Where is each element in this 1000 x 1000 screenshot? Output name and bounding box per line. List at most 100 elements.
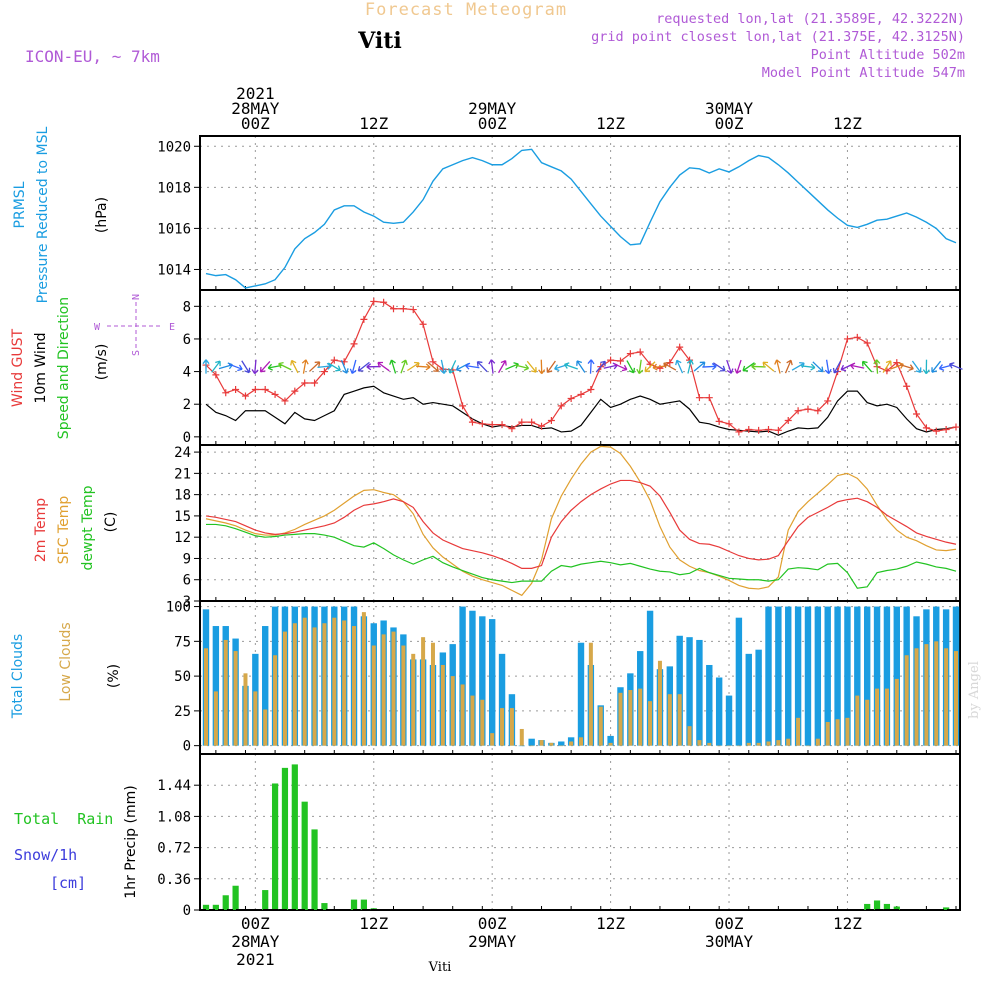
wind-gust-point [577,390,585,398]
low-cloud-bar [204,648,208,746]
wind-gust-point [735,428,743,436]
top-time-label: 29MAY [468,99,517,118]
requested-coords: requested lon,lat (21.3589E, 42.3222N) [656,11,965,27]
total-cloud-bar [479,616,486,746]
arrow-shape [340,359,349,374]
wind-direction-icon [308,361,321,372]
low-cloud-bar [470,695,475,746]
wind-ytick-label: 6 [183,332,191,348]
rain-bar [262,890,269,910]
rain-bar [202,904,210,910]
clouds-side-labels: Total Clouds Low Clouds (%) [10,622,122,719]
arrow-shape [784,359,793,374]
arrow-shape [389,359,397,374]
clouds-ytick-label: 100 [166,600,191,616]
wind-direction-icon [259,361,271,373]
arrow-shape [751,363,766,371]
top-time-label: 00Z [478,114,507,133]
arrow-shape [873,359,881,374]
wind-gust-point [616,357,624,365]
wind-gust-point [281,397,289,405]
arrow-shape [576,360,586,373]
bottom-time-label: 2021 [236,950,275,969]
wind-direction-icon [327,362,341,372]
wind-ytick-label: 4 [183,365,191,381]
total-cloud-bar [794,606,802,746]
wind-direction-icon [251,359,259,375]
precip-ytick-label: 0.72 [157,841,191,857]
pressure-panel: 1014 1016 1018 1020 [157,135,961,291]
wind-direction-icon [448,360,457,374]
total-cloud-bar [518,745,525,747]
wind-direction-icon [278,362,292,371]
arrow-shape [211,360,221,373]
wind-gust-point [587,386,595,394]
wind-gust-point [557,402,565,410]
wind-direction-icon [301,359,309,374]
wind-direction-icon [595,360,606,373]
compass-icon: N S W E [94,294,175,356]
low-cloud-bar [509,708,514,746]
wind-ytick-label: 0 [183,430,191,446]
arrow-shape [849,362,865,370]
wind-direction-icon [712,362,726,372]
wind-direction-icon [440,359,447,375]
top-time-label: 30MAY [705,99,754,118]
wind-gust-point [656,364,664,372]
low-cloud-bar [766,741,771,746]
low-cloud-bar [480,699,485,746]
wind-direction-icon [800,363,816,371]
low-cloud-bar [904,655,909,746]
low-cloud-bar [519,728,524,746]
temp-panel: 3 6 9 12 15 18 21 24 [174,444,961,610]
wind-direction-icon [751,363,766,371]
arrow-shape [899,364,914,372]
temp-ytick-label: 9 [183,551,191,567]
clouds-ytick-label: 75 [174,634,191,650]
arrow-shape [800,363,816,371]
pressure-line [205,148,957,289]
low-cloud-bar [717,745,722,747]
low-cloud-bar [549,742,554,746]
pressure-ytick-label: 1020 [157,139,191,155]
wind-direction-icon [576,360,586,373]
arrow-shape [476,361,488,373]
wind-direction-icon [762,361,775,372]
location-title: Viti [357,28,402,54]
arrow-shape [546,360,556,374]
wind-gust-point [311,379,319,387]
rain-bar [883,903,891,910]
rain-bar [301,801,308,910]
total-cloud-bar [715,677,723,746]
rain-bar [212,904,219,910]
wind-direction-icon [784,359,793,374]
top-time-label: 28MAY [231,99,280,118]
low-cloud-bar [944,648,949,746]
wind-gust-point [814,407,822,415]
low-cloud-bar [618,692,623,746]
low-cloud-bar [667,694,672,746]
arrow-shape [931,360,942,373]
low-cloud-bar [638,688,643,746]
low-cloud-bar [559,745,564,747]
arrow-shape [440,359,447,375]
low-cloud-bar [263,709,268,746]
wind-direction-icon [832,360,842,374]
low-cloud-bar [430,642,435,746]
wind-direction-icon [546,360,556,374]
low-cloud-bar [855,695,860,746]
wind-gust-point [538,422,546,430]
wind-direction-icon [948,362,963,370]
low-cloud-bar [273,655,278,746]
arrow-shape [317,362,332,370]
wind-gust-point [390,305,397,313]
arrow-shape [349,359,357,374]
total-cloud-bar [745,653,752,746]
rain-bar [291,764,298,910]
low-cloud-bar [411,653,416,746]
rain-bar [281,767,289,910]
wind-direction-icon [587,359,595,374]
arrow-shape [526,360,537,373]
arrow-shape [290,359,299,374]
low-cloud-bar [845,717,850,746]
